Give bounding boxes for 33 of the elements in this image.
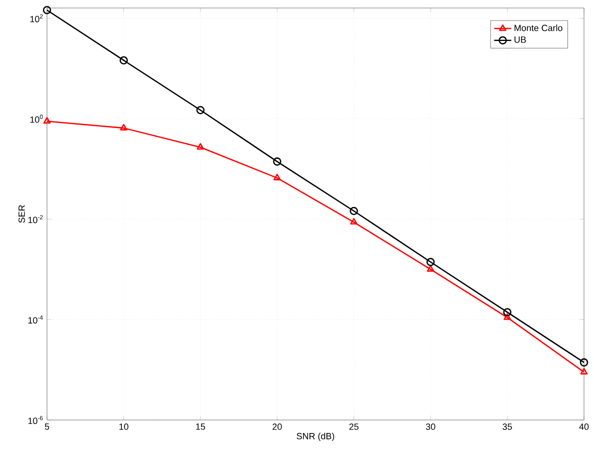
x-tick-label: 40 — [579, 424, 589, 430]
y-tick-label: 10$^{2}$ — [30, 14, 43, 22]
y-tick-label: 10$^{-2}$ — [28, 215, 43, 224]
y-axis-title: SER — [18, 205, 25, 223]
x-tick-label: 35 — [502, 424, 512, 430]
point — [350, 206, 358, 216]
point — [350, 218, 358, 225]
point — [196, 106, 205, 114]
point — [42, 6, 52, 14]
y-tick-label: 10$^{0}$ — [30, 114, 43, 123]
x-axis-title: SNR (dB) — [296, 432, 334, 442]
point — [426, 258, 435, 266]
x-tick-label: 5 — [44, 424, 50, 430]
point — [503, 308, 512, 316]
x-tick-label: 20 — [272, 424, 282, 430]
legend-label: Monte Carlo — [514, 24, 562, 32]
y-tick-label: 10$^{-6}$ — [28, 416, 43, 424]
y-tick-label: 10$^{-4}$ — [28, 316, 43, 324]
legend-label: UB — [514, 36, 526, 43]
point — [273, 157, 282, 166]
point — [580, 358, 588, 367]
x-tick-label: 10 — [119, 424, 128, 430]
point — [120, 56, 128, 64]
point — [273, 174, 281, 180]
point — [426, 265, 434, 272]
point — [43, 117, 51, 124]
point — [504, 313, 511, 320]
point — [120, 124, 128, 130]
x-tick-label: 25 — [349, 424, 358, 430]
point — [196, 143, 204, 150]
x-tick-label: 30 — [426, 424, 436, 430]
point — [580, 368, 588, 374]
x-tick-label: 15 — [196, 424, 206, 430]
